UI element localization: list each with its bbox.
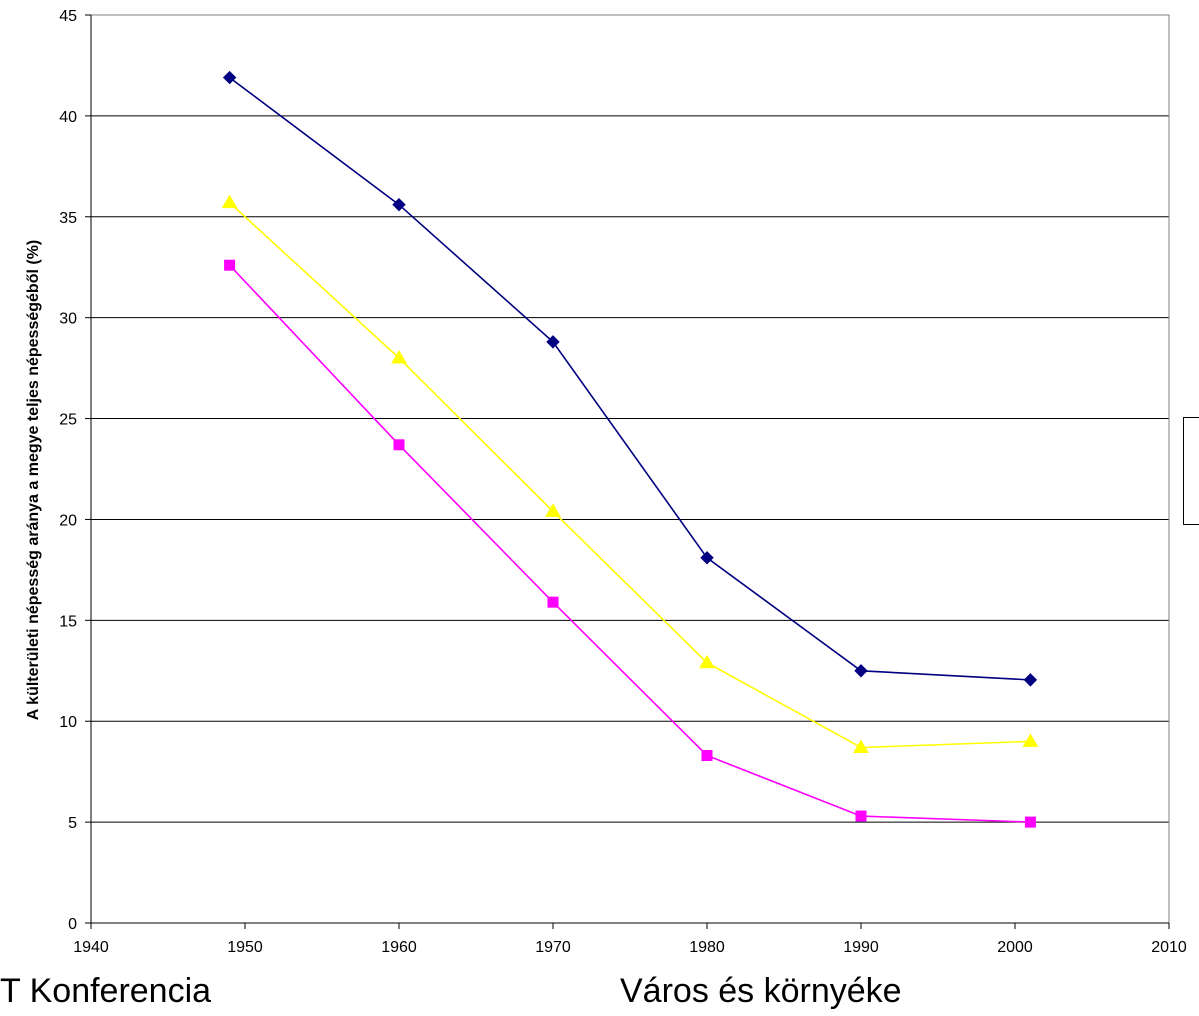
- line-chart: 0 5 10 15 20 25 30 35 40 45 1940 1950 1960 1970 1980 19…: [25, 8, 1187, 956]
- x-tick-label: 1970: [535, 939, 571, 956]
- data-point-diamond: [1023, 673, 1038, 687]
- x-tick-label: 1990: [843, 939, 879, 956]
- series-line-1: [229, 76, 1031, 681]
- y-tick-label: 15: [59, 613, 77, 630]
- data-point-triangle: [545, 503, 561, 517]
- data-point-square: [1024, 816, 1036, 828]
- y-axis-label: A külterületi népesség aránya a megye te…: [25, 240, 42, 720]
- data-point-square: [224, 259, 236, 271]
- axes: [85, 14, 1170, 929]
- x-tick-label: 1940: [73, 939, 109, 956]
- data-point-diamond: [700, 551, 714, 565]
- data-point-square: [393, 439, 405, 451]
- y-tick-label: 35: [59, 210, 77, 227]
- footer-conference-label: T Konferencia: [0, 972, 212, 1010]
- data-point-triangle: [699, 654, 715, 669]
- footer-topic-label: Város és környéke: [620, 972, 902, 1010]
- data-point-diamond: [546, 335, 560, 349]
- y-tick-label: 5: [68, 815, 77, 832]
- series-line-3: [229, 264, 1031, 823]
- data-point-square: [855, 810, 867, 822]
- x-tick-label: 2010: [1151, 939, 1187, 956]
- x-tick-label: 1980: [689, 939, 725, 956]
- data-point-square: [547, 596, 559, 608]
- data-point-triangle: [853, 739, 869, 753]
- y-tick-label: 0: [68, 916, 77, 933]
- data-point-square: [701, 750, 713, 762]
- y-tick-label: 20: [59, 512, 77, 529]
- legend: [1183, 417, 1199, 525]
- x-tick-label: 1960: [381, 939, 417, 956]
- data-point-triangle: [391, 350, 407, 364]
- tick-labels: 0 5 10 15 20 25 30 35 40 45 1940 1950 1960 1970 1980 19…: [59, 8, 1187, 956]
- gridlines: [91, 14, 1169, 823]
- x-tick-label: 2000: [997, 939, 1033, 956]
- data-point-diamond: [222, 70, 237, 85]
- y-tick-label: 30: [59, 311, 77, 328]
- data-point-diamond: [392, 197, 406, 212]
- y-tick-label: 45: [59, 8, 77, 25]
- y-tick-label: 25: [59, 412, 77, 429]
- y-tick-label: 40: [59, 109, 77, 126]
- series-line-2: [229, 202, 1031, 749]
- data-point-diamond: [854, 664, 868, 678]
- data-point-triangle: [1022, 733, 1039, 747]
- plot-area-border: [90, 14, 1170, 924]
- x-tick-label: 1950: [227, 939, 263, 956]
- y-tick-label: 10: [59, 714, 77, 731]
- series-lines: [221, 70, 1039, 828]
- data-point-triangle: [221, 194, 238, 209]
